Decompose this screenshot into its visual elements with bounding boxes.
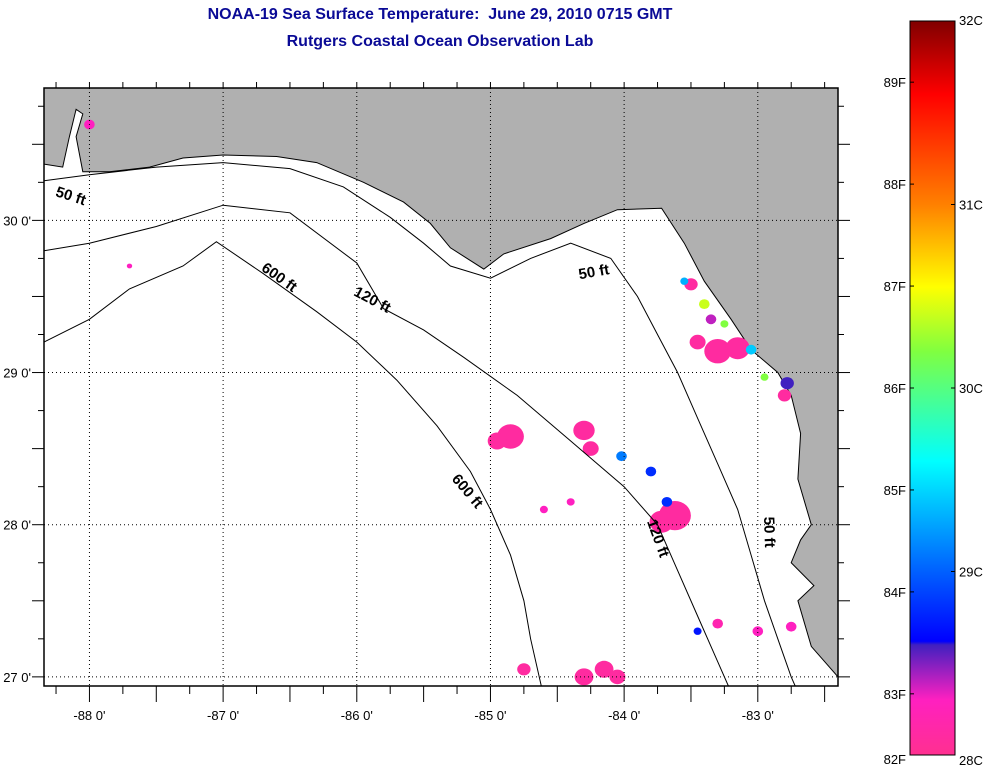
colorbar-label-fahrenheit: 89F [884,75,906,90]
isobath-layer [44,162,796,686]
y-tick-label: 28 0' [3,518,31,533]
x-tick-label: -84 0' [608,708,640,723]
isobath-label: 50 ft [760,516,778,547]
isobath-line [44,204,729,686]
colorbar-label-fahrenheit: 85F [884,483,906,498]
x-tick-label: -88 0' [73,708,105,723]
sst-patch [594,660,614,678]
sst-patch [539,505,548,514]
isobath-line [44,162,796,686]
sst-patch [649,510,674,533]
colorbar-gradient [909,20,956,756]
sst-patch [573,420,595,441]
sst-patch [517,663,531,676]
sst-patch [680,277,689,285]
x-tick-label: -83 0' [742,708,774,723]
sst-patch [661,497,673,507]
map-title: NOAA-19 Sea Surface Temperature: June 29… [207,6,673,23]
x-tick-label: -87 0' [207,708,239,723]
colorbar-label-fahrenheit: 82F [884,752,906,767]
sst-patch [616,451,627,462]
sst-patch [609,669,626,685]
colorbar-label-celsius: 28C [959,753,983,768]
sst-patch [712,618,723,629]
colorbar-label-fahrenheit: 86F [884,381,906,396]
x-tick-label: -86 0' [341,708,373,723]
sst-patch [752,626,764,637]
land-polygon [44,88,838,678]
isobath-label: 50 ft [577,261,610,283]
sst-patch [785,621,797,632]
colorbar-label-fahrenheit: 83F [884,687,906,702]
colorbar-label-celsius: 32C [959,13,983,28]
colorbar-label-fahrenheit: 87F [884,279,906,294]
colorbar-label-celsius: 29C [959,565,983,580]
sst-patch [689,334,706,350]
colorbar-label-celsius: 30C [959,381,983,396]
sst-patch [126,263,133,269]
sst-patch [645,466,657,477]
sst-patch [693,627,702,635]
sst-patch [780,377,794,390]
sst-patch [745,344,757,355]
isobath-line [44,241,542,686]
sst-patch [760,373,769,381]
map-frame [43,87,839,687]
colorbar: 32C 31C 30C 29C 28C 89F 88F 87F 86F 85F 84F 83F 82F [884,13,983,768]
sst-patch [777,389,792,402]
sst-patch [725,337,750,360]
sst-patch [582,441,599,456]
land-layer [44,88,838,678]
y-tick-label: 29 0' [3,366,31,381]
sst-patch [705,314,717,325]
y-tick-label: 30 0' [3,213,31,228]
y-tick-label: 27 0' [3,670,31,685]
sst-patch [566,498,575,506]
sst-layer [84,119,797,686]
sst-patch [487,432,507,450]
x-tick-label: -85 0' [474,708,506,723]
sst-patch [699,299,710,309]
colorbar-label-celsius: 31C [959,198,983,213]
colorbar-labels: 32C 31C 30C 29C 28C 89F 88F 87F 86F 85F 84F 83F 82F [884,13,983,768]
map-subtitle: Rutgers Coastal Ocean Observation Lab [286,33,594,50]
axis-layer: -88 0' -87 0' -86 0' -85 0' -84 0' -83 0' 30 0… [3,82,850,723]
sst-patch [704,339,732,364]
sst-patch [720,320,729,328]
colorbar-label-fahrenheit: 88F [884,177,906,192]
colorbar-label-fahrenheit: 84F [884,585,906,600]
